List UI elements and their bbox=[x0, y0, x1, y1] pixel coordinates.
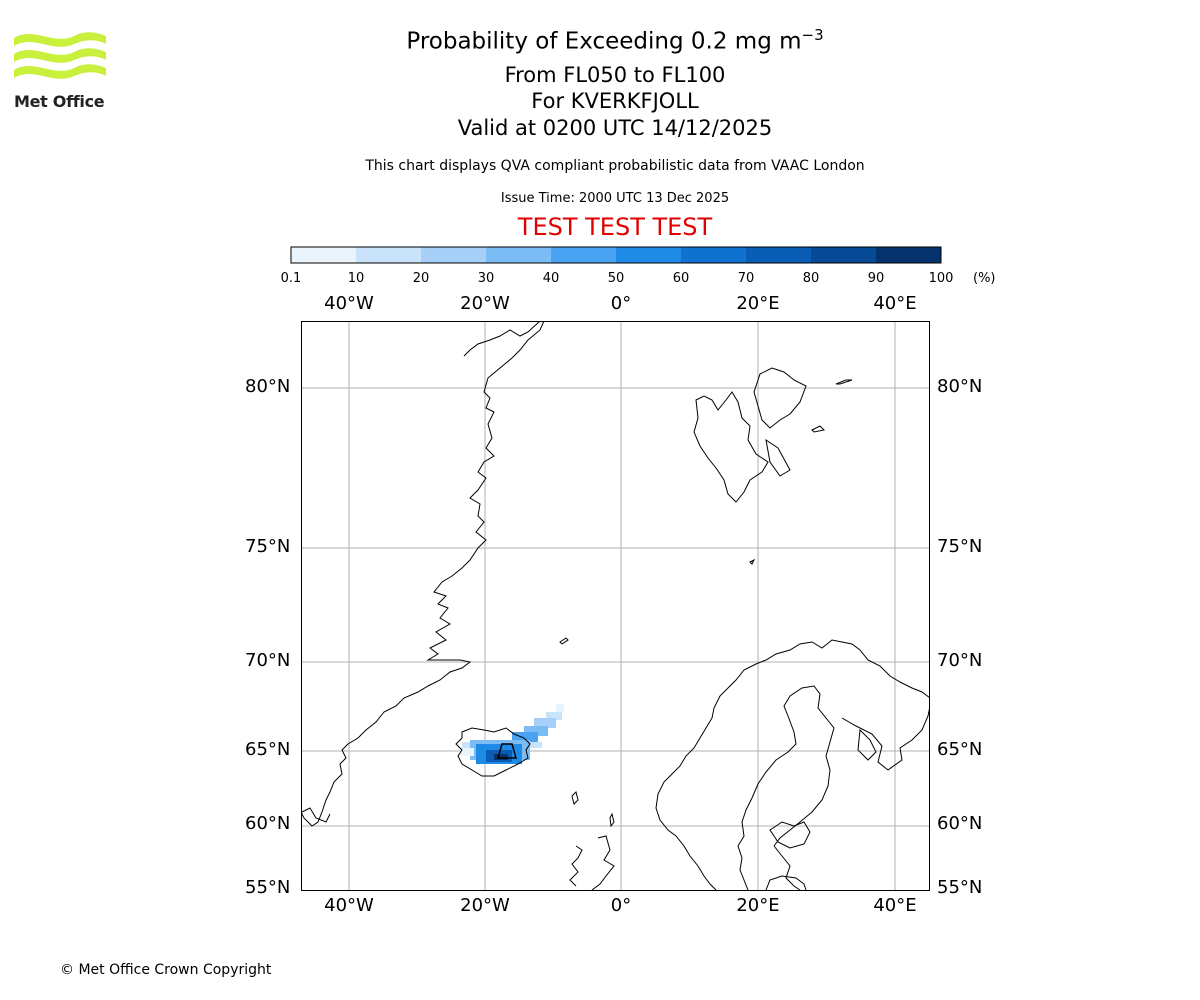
lat-label-left: 80°N bbox=[245, 376, 291, 397]
colorbar-tick-label: 90 bbox=[867, 271, 885, 286]
plume-cell bbox=[556, 704, 564, 712]
colorbar-tick-label: 100 bbox=[928, 271, 954, 286]
colorbar-tick-label: 10 bbox=[347, 271, 365, 286]
lat-label-right: 80°N bbox=[937, 376, 983, 397]
lon-label-bottom: 20°W bbox=[460, 895, 510, 916]
denmark-coast bbox=[765, 875, 807, 891]
bjornoya bbox=[749, 558, 756, 565]
test-banner: TEST TEST TEST bbox=[517, 213, 713, 241]
issue-time: Issue Time: 2000 UTC 13 Dec 2025 bbox=[500, 191, 730, 206]
subtitle: This chart displays QVA compliant probab… bbox=[365, 158, 865, 174]
colorbar-tick-label: 0.1 bbox=[280, 271, 302, 286]
map-frame bbox=[301, 321, 930, 891]
colorbar-segment bbox=[421, 247, 487, 263]
svalbard-main-island bbox=[693, 391, 769, 503]
greenland-coast bbox=[301, 321, 545, 827]
lat-label-left: 70°N bbox=[245, 650, 291, 671]
colorbar-segment bbox=[746, 247, 812, 263]
title-flight-levels: From FL050 to FL100 bbox=[504, 63, 726, 87]
baltic-coast bbox=[773, 845, 801, 891]
colorbar-segment bbox=[811, 247, 877, 263]
lat-label-left: 55°N bbox=[245, 877, 291, 898]
lat-label-right: 65°N bbox=[937, 739, 983, 760]
lon-label-bottom: 20°E bbox=[736, 895, 780, 916]
greenland-north-coast bbox=[463, 321, 541, 357]
colorbar-tick-label: 70 bbox=[737, 271, 755, 286]
colorbar-tick-label: 80 bbox=[802, 271, 820, 286]
colorbar-segment bbox=[551, 247, 617, 263]
copyright: © Met Office Crown Copyright bbox=[60, 962, 272, 978]
kong-karls-land bbox=[811, 425, 826, 433]
norway-coast bbox=[655, 639, 930, 891]
scotland-west-coast bbox=[569, 845, 583, 887]
colorbar-segment bbox=[486, 247, 552, 263]
coastlines bbox=[301, 321, 930, 891]
colorbar-tick-label: 60 bbox=[672, 271, 690, 286]
logo-text: Met Office bbox=[14, 92, 105, 111]
iceland-coast bbox=[455, 727, 531, 777]
lat-label-right: 70°N bbox=[937, 650, 983, 671]
jan-mayen bbox=[559, 637, 569, 645]
lat-label-left: 65°N bbox=[245, 739, 291, 760]
volcano-marker bbox=[497, 743, 517, 759]
svalbard-edgeoya bbox=[765, 438, 791, 477]
svalbard-nordaustlandet bbox=[753, 367, 807, 429]
title-valid-time: Valid at 0200 UTC 14/12/2025 bbox=[457, 116, 773, 140]
colorbar-unit: (%) bbox=[973, 271, 996, 286]
lon-label-top: 20°W bbox=[460, 293, 510, 314]
graticule bbox=[301, 321, 930, 890]
greenland-south-tip bbox=[301, 807, 331, 823]
colorbar-segment bbox=[356, 247, 422, 263]
lat-label-left: 75°N bbox=[245, 536, 291, 557]
colorbar-tick-label: 20 bbox=[412, 271, 430, 286]
shetland bbox=[609, 812, 615, 828]
colorbar-tick-label: 30 bbox=[477, 271, 495, 286]
colorbar-segment bbox=[876, 247, 942, 263]
colorbar-segment bbox=[291, 247, 357, 263]
plume-cell bbox=[494, 754, 508, 760]
plume-cell bbox=[512, 732, 538, 742]
lat-label-right: 55°N bbox=[937, 877, 983, 898]
lon-label-top: 40°W bbox=[324, 293, 374, 314]
lat-label-right: 60°N bbox=[937, 813, 983, 834]
lon-label-bottom: 40°E bbox=[873, 895, 917, 916]
map bbox=[301, 321, 930, 891]
lon-label-top: 40°E bbox=[873, 293, 917, 314]
lon-label-bottom: 40°W bbox=[324, 895, 374, 916]
colorbar-frame bbox=[290, 246, 942, 264]
faroe-islands bbox=[571, 791, 579, 805]
gulf-of-finland bbox=[769, 821, 811, 849]
title-line1: Probability of Exceeding 0.2 mg m bbox=[406, 28, 802, 55]
map-background bbox=[301, 321, 930, 891]
kvitoya bbox=[835, 379, 853, 385]
colorbar-segment bbox=[681, 247, 747, 263]
lat-label-left: 60°N bbox=[245, 813, 291, 834]
colorbar-tick-label: 50 bbox=[607, 271, 625, 286]
lon-label-bottom: 0° bbox=[610, 895, 632, 916]
lat-label-right: 75°N bbox=[937, 536, 983, 557]
plume-cell bbox=[534, 718, 556, 728]
sweden-coast bbox=[737, 685, 835, 891]
lon-label-top: 20°E bbox=[736, 293, 780, 314]
kola-inlet bbox=[857, 728, 877, 761]
chart-title: Probability of Exceeding 0.2 mg m−3 bbox=[0, 26, 1200, 55]
scotland-coast bbox=[591, 835, 615, 891]
title-volcano: For KVERKFJOLL bbox=[531, 89, 699, 113]
colorbar bbox=[290, 246, 942, 264]
plume-cell bbox=[546, 712, 562, 720]
plume-cell bbox=[460, 748, 474, 756]
lon-label-top: 0° bbox=[610, 293, 632, 314]
met-office-logo bbox=[14, 32, 106, 79]
title-superscript: −3 bbox=[801, 26, 824, 44]
plume-cell bbox=[524, 726, 548, 736]
colorbar-segment bbox=[616, 247, 682, 263]
white-sea-coast bbox=[841, 705, 930, 771]
colorbar-tick-label: 40 bbox=[542, 271, 560, 286]
